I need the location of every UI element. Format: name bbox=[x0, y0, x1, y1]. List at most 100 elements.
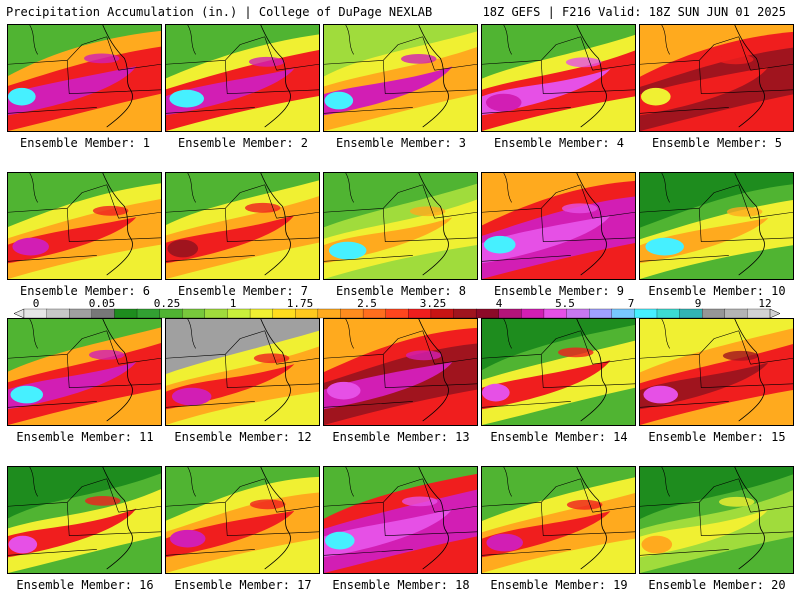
ensemble-panel-1 bbox=[7, 24, 162, 132]
ensemble-member-label: Ensemble Member: 7 bbox=[177, 284, 309, 298]
ensemble-panel-2 bbox=[165, 24, 320, 132]
ensemble-panel-6 bbox=[7, 172, 162, 280]
ensemble-member-label: Ensemble Member: 2 bbox=[177, 136, 309, 150]
ensemble-member-label: Ensemble Member: 6 bbox=[19, 284, 151, 298]
colorbar-swatch bbox=[114, 308, 138, 319]
colorbar-tick-label: 5.5 bbox=[555, 298, 575, 310]
colorbar-swatch bbox=[385, 308, 409, 319]
colorbar-swatch bbox=[475, 308, 500, 319]
colorbar-swatch bbox=[611, 308, 636, 319]
colorbar-tick-label: 0.05 bbox=[89, 298, 116, 310]
colorbar-swatch bbox=[46, 308, 70, 319]
precip-map bbox=[324, 173, 477, 279]
colorbar-swatch bbox=[362, 308, 387, 319]
colorbar-swatch bbox=[227, 308, 251, 319]
ensemble-member-label: Ensemble Member: 16 bbox=[16, 578, 154, 592]
colorbar-swatch bbox=[159, 308, 183, 319]
ensemble-member-label: Ensemble Member: 12 bbox=[174, 430, 312, 444]
ensemble-member-label: Ensemble Member: 3 bbox=[335, 136, 467, 150]
ensemble-member-label: Ensemble Member: 10 bbox=[648, 284, 786, 298]
colorbar-swatch bbox=[69, 308, 93, 319]
precip-map bbox=[482, 319, 635, 425]
colorbar-swatch bbox=[521, 308, 545, 319]
colorbar-swatch bbox=[453, 308, 477, 319]
precip-map bbox=[482, 173, 635, 279]
ensemble-panel-9 bbox=[481, 172, 636, 280]
colorbar-right-arrow bbox=[769, 308, 781, 319]
ensemble-panel-16 bbox=[7, 466, 162, 574]
ensemble-panel-4 bbox=[481, 24, 636, 132]
colorbar-tick-label: 7 bbox=[628, 298, 635, 310]
precip-map bbox=[166, 467, 319, 573]
ensemble-panel-5 bbox=[639, 24, 794, 132]
precip-map bbox=[166, 25, 319, 131]
ensemble-panel-7 bbox=[165, 172, 320, 280]
colorbar-tick-label: 1 bbox=[230, 298, 237, 310]
colorbar-swatch bbox=[91, 308, 116, 319]
ensemble-member-label: Ensemble Member: 18 bbox=[332, 578, 470, 592]
ensemble-member-label: Ensemble Member: 13 bbox=[332, 430, 470, 444]
precip-map bbox=[166, 319, 319, 425]
ensemble-member-label: Ensemble Member: 15 bbox=[648, 430, 786, 444]
ensemble-panel-14 bbox=[481, 318, 636, 426]
ensemble-panel-10 bbox=[639, 172, 794, 280]
ensemble-panel-15 bbox=[639, 318, 794, 426]
colorbar-swatch bbox=[340, 308, 364, 319]
colorbar-swatch bbox=[543, 308, 568, 319]
ensemble-panel-13 bbox=[323, 318, 478, 426]
ensemble-member-label: Ensemble Member: 19 bbox=[490, 578, 628, 592]
ensemble-panel-20 bbox=[639, 466, 794, 574]
colorbar-tick-label: 1.75 bbox=[287, 298, 314, 310]
colorbar-swatch bbox=[317, 308, 342, 319]
ensemble-member-label: Ensemble Member: 14 bbox=[490, 430, 628, 444]
colorbar-swatch bbox=[295, 308, 319, 319]
colorbar-tick-label: 2.5 bbox=[357, 298, 377, 310]
precip-map bbox=[324, 25, 477, 131]
colorbar-swatch bbox=[23, 308, 48, 319]
precip-map bbox=[482, 467, 635, 573]
colorbar-tick-label: 9 bbox=[695, 298, 702, 310]
colorbar-swatch bbox=[249, 308, 274, 319]
model-run-info: 18Z GEFS | F216 Valid: 18Z SUN JUN 01 20… bbox=[482, 5, 786, 19]
colorbar-swatch bbox=[204, 308, 229, 319]
colorbar-tick-label: 0 bbox=[33, 298, 40, 310]
colorbar-tick-label: 3.25 bbox=[420, 298, 447, 310]
precip-map bbox=[8, 319, 161, 425]
precip-map bbox=[640, 467, 793, 573]
colorbar-swatch bbox=[724, 308, 749, 319]
ensemble-panel-18 bbox=[323, 466, 478, 574]
precip-map bbox=[640, 173, 793, 279]
ensemble-member-label: Ensemble Member: 4 bbox=[493, 136, 625, 150]
colorbar-left-arrow bbox=[13, 308, 25, 319]
colorbar-swatch bbox=[656, 308, 681, 319]
precip-map bbox=[640, 319, 793, 425]
colorbar-swatch bbox=[747, 308, 771, 319]
colorbar-tick-label: 4 bbox=[496, 298, 503, 310]
precip-map bbox=[8, 467, 161, 573]
precipitation-colorbar: 0 0.05 0.25 1 1.75 2.5 3.25 4 5.5 7 9 12 bbox=[13, 298, 781, 319]
colorbar-swatch bbox=[408, 308, 432, 319]
precip-map bbox=[8, 173, 161, 279]
colorbar-swatch bbox=[430, 308, 455, 319]
precip-map bbox=[166, 173, 319, 279]
colorbar-tick-label: 12 bbox=[758, 298, 771, 310]
ensemble-member-label: Ensemble Member: 17 bbox=[174, 578, 312, 592]
ensemble-member-label: Ensemble Member: 8 bbox=[335, 284, 467, 298]
colorbar-swatch bbox=[679, 308, 703, 319]
colorbar-swatch bbox=[634, 308, 658, 319]
colorbar-swatch bbox=[498, 308, 522, 319]
ensemble-panel-19 bbox=[481, 466, 636, 574]
precip-map bbox=[482, 25, 635, 131]
ensemble-panel-17 bbox=[165, 466, 320, 574]
colorbar-tick-label: 0.25 bbox=[154, 298, 181, 310]
map-title: Precipitation Accumulation (in.) | Colle… bbox=[6, 5, 433, 19]
ensemble-member-label: Ensemble Member: 20 bbox=[648, 578, 786, 592]
colorbar-swatch bbox=[589, 308, 613, 319]
colorbar-swatch bbox=[136, 308, 161, 319]
ensemble-panel-12 bbox=[165, 318, 320, 426]
precip-map bbox=[324, 319, 477, 425]
ensemble-member-label: Ensemble Member: 1 bbox=[19, 136, 151, 150]
colorbar-swatch bbox=[272, 308, 296, 319]
precip-map bbox=[640, 25, 793, 131]
precip-map bbox=[8, 25, 161, 131]
